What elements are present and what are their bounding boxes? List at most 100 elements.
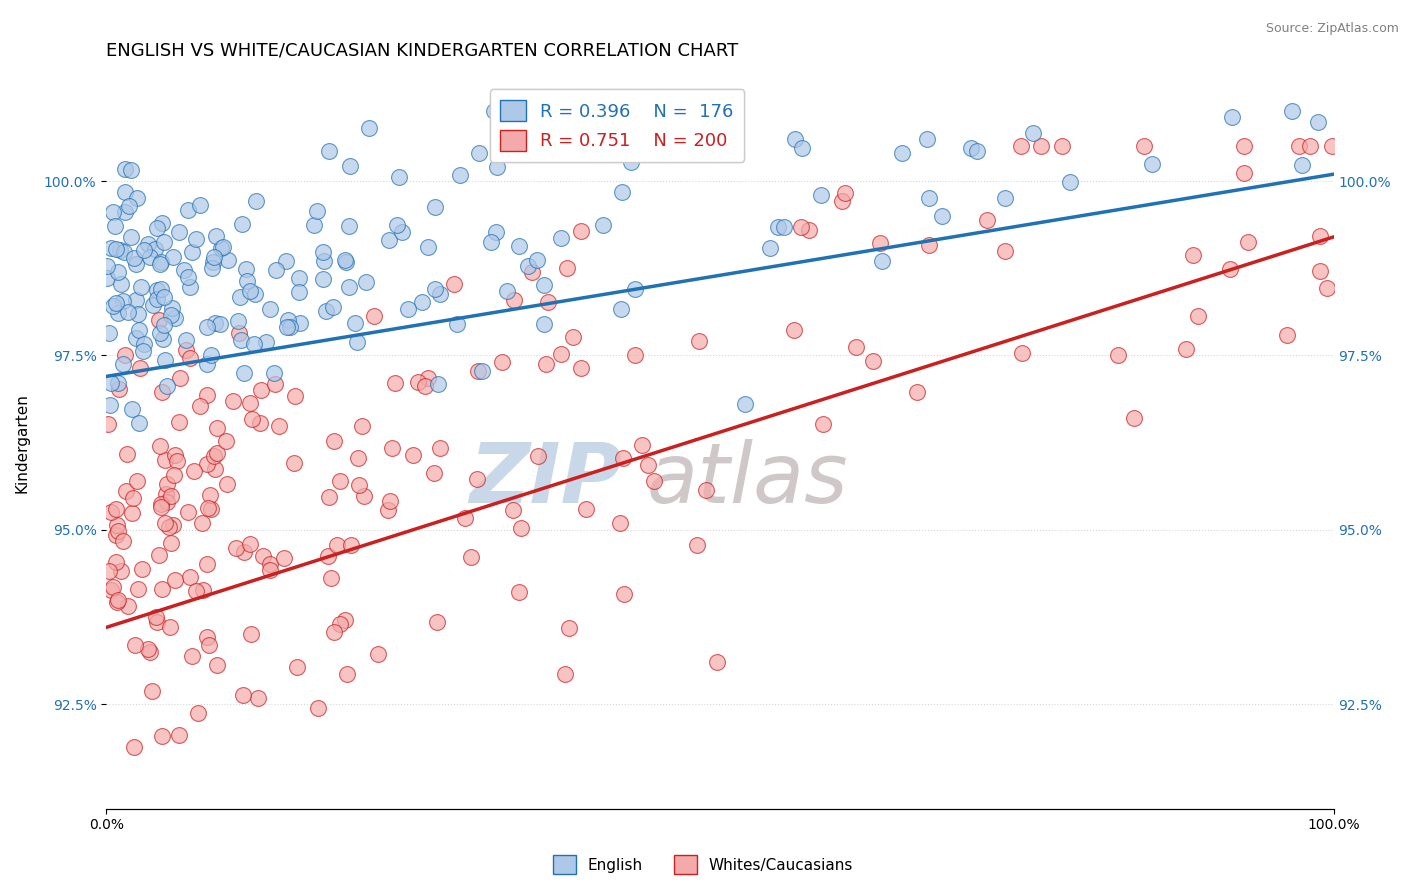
Point — [160, 308, 183, 322]
Point — [97, 417, 120, 431]
Point — [287, 285, 309, 299]
Point — [1050, 139, 1073, 153]
Point — [165, 448, 187, 462]
Point — [108, 243, 131, 257]
Y-axis label: Kindergarten: Kindergarten — [15, 392, 30, 492]
Point — [112, 294, 135, 309]
Point — [101, 299, 124, 313]
Point — [1299, 139, 1322, 153]
Point — [429, 442, 451, 456]
Point — [385, 219, 408, 233]
Point — [179, 280, 201, 294]
Point — [831, 194, 853, 208]
Point — [249, 416, 271, 430]
Point — [263, 366, 285, 380]
Point — [994, 244, 1017, 259]
Point — [108, 383, 131, 397]
Point — [125, 191, 148, 205]
Point — [96, 270, 118, 285]
Point — [146, 283, 169, 297]
Point — [1220, 110, 1243, 124]
Point — [142, 298, 165, 312]
Point — [318, 491, 340, 505]
Point — [179, 570, 201, 584]
Point — [572, 104, 595, 119]
Point — [225, 541, 247, 555]
Point — [115, 447, 138, 461]
Point — [259, 301, 281, 316]
Text: ZIP: ZIP — [470, 439, 621, 520]
Point — [790, 219, 813, 234]
Point — [245, 194, 267, 209]
Point — [100, 505, 122, 519]
Point — [416, 239, 439, 253]
Point — [211, 241, 233, 255]
Point — [97, 565, 120, 579]
Point — [411, 294, 433, 309]
Point — [276, 319, 298, 334]
Point — [204, 462, 226, 476]
Point — [520, 265, 543, 279]
Point — [107, 306, 129, 320]
Point — [354, 275, 377, 289]
Point — [502, 503, 524, 517]
Point — [127, 307, 149, 321]
Point — [790, 141, 813, 155]
Point — [160, 536, 183, 550]
Point — [150, 497, 173, 511]
Point — [184, 232, 207, 246]
Point — [377, 503, 399, 517]
Point — [162, 517, 184, 532]
Point — [278, 320, 301, 334]
Point — [391, 225, 413, 239]
Point — [150, 729, 173, 743]
Point — [150, 282, 173, 296]
Point — [195, 358, 218, 372]
Point — [153, 516, 176, 530]
Point — [124, 639, 146, 653]
Point — [429, 287, 451, 301]
Point — [426, 377, 449, 392]
Point — [339, 159, 361, 173]
Point — [1187, 309, 1209, 323]
Point — [249, 383, 271, 397]
Point — [229, 333, 252, 347]
Point — [384, 376, 406, 391]
Point — [349, 477, 371, 491]
Point — [207, 657, 229, 672]
Point — [353, 490, 375, 504]
Point — [103, 205, 125, 219]
Point — [245, 287, 267, 301]
Point — [460, 549, 482, 564]
Text: ENGLISH VS WHITE/CAUCASIAN KINDERGARTEN CORRELATION CHART: ENGLISH VS WHITE/CAUCASIAN KINDERGARTEN … — [107, 42, 738, 60]
Point — [264, 263, 287, 277]
Point — [449, 168, 471, 182]
Point — [166, 454, 188, 468]
Point — [326, 538, 349, 552]
Point — [157, 520, 180, 534]
Point — [340, 538, 363, 552]
Point — [1010, 139, 1032, 153]
Point — [773, 219, 796, 234]
Point — [592, 218, 614, 232]
Point — [240, 627, 263, 641]
Point — [197, 501, 219, 516]
Point — [259, 557, 281, 571]
Point — [1140, 157, 1163, 171]
Point — [204, 316, 226, 330]
Point — [155, 353, 177, 368]
Point — [359, 121, 381, 136]
Point — [100, 582, 122, 597]
Point — [609, 302, 631, 317]
Point — [243, 337, 266, 351]
Point — [526, 252, 548, 267]
Point — [569, 224, 592, 238]
Point — [423, 282, 446, 296]
Point — [623, 348, 645, 362]
Point — [318, 549, 340, 564]
Point — [114, 483, 136, 498]
Point — [620, 154, 643, 169]
Point — [114, 348, 136, 362]
Point — [107, 592, 129, 607]
Point — [269, 418, 291, 433]
